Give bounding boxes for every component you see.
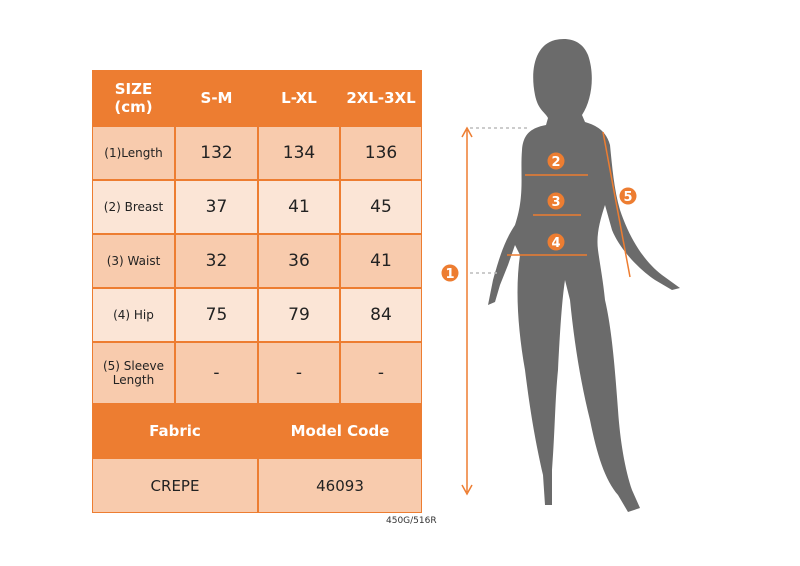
header-size: SIZE (cm) [92, 70, 175, 126]
marker-3: 3 [547, 192, 565, 210]
marker-4: 4 [547, 233, 565, 251]
header-l-xl: L-XL [258, 70, 340, 126]
svg-text:3: 3 [551, 195, 560, 210]
size-value: 84 [340, 288, 422, 342]
size-chart-table: SIZE (cm) S-M L-XL 2XL-3XL (1)Length 132 1… [92, 70, 422, 513]
fabric-header: Fabric [92, 404, 258, 458]
size-value: 37 [175, 180, 258, 234]
size-value: 134 [258, 126, 340, 180]
size-value: 32 [175, 234, 258, 288]
size-value: 132 [175, 126, 258, 180]
size-value: - [175, 342, 258, 404]
marker-2: 2 [547, 152, 565, 170]
marker-1: 1 [441, 264, 459, 282]
svg-text:5: 5 [623, 190, 632, 205]
size-value: - [258, 342, 340, 404]
table-row: (2) Breast 37 41 45 [92, 180, 422, 234]
size-value: 36 [258, 234, 340, 288]
fabric-header-row: Fabric Model Code [92, 404, 422, 458]
svg-text:2: 2 [551, 155, 560, 170]
header-s-m: S-M [175, 70, 258, 126]
row-label: (5) Sleeve Length [92, 342, 175, 404]
size-value: 41 [340, 234, 422, 288]
table-row: (4) Hip 75 79 84 [92, 288, 422, 342]
row-label: (4) Hip [92, 288, 175, 342]
svg-text:4: 4 [551, 236, 560, 251]
header-2xl-3xl: 2XL-3XL [340, 70, 422, 126]
model-code-header: Model Code [258, 404, 422, 458]
row-label: (3) Waist [92, 234, 175, 288]
fabric-row: CREPE 46093 [92, 458, 422, 513]
row-label: (1)Length [92, 126, 175, 180]
size-value: 41 [258, 180, 340, 234]
size-value: 136 [340, 126, 422, 180]
table-row: (3) Waist 32 36 41 [92, 234, 422, 288]
size-value: 75 [175, 288, 258, 342]
measurement-arrows [461, 126, 631, 496]
size-value: 45 [340, 180, 422, 234]
row-label: (2) Breast [92, 180, 175, 234]
sleeve-arrow [602, 131, 631, 278]
measurement-markers: 1 2 3 4 5 [441, 152, 637, 282]
size-value: - [340, 342, 422, 404]
marker-5: 5 [619, 187, 637, 205]
table-row: (1)Length 132 134 136 [92, 126, 422, 180]
image-note: 450G/516R [386, 516, 437, 526]
header-size-label: SIZE (cm) [114, 80, 153, 116]
fabric-value: CREPE [92, 458, 258, 513]
svg-text:1: 1 [445, 267, 454, 282]
silhouette [488, 38, 680, 512]
size-value: 79 [258, 288, 340, 342]
model-code-value: 46093 [258, 458, 422, 513]
header-row: SIZE (cm) S-M L-XL 2XL-3XL [92, 70, 422, 126]
table-row: (5) Sleeve Length - - - [92, 342, 422, 404]
